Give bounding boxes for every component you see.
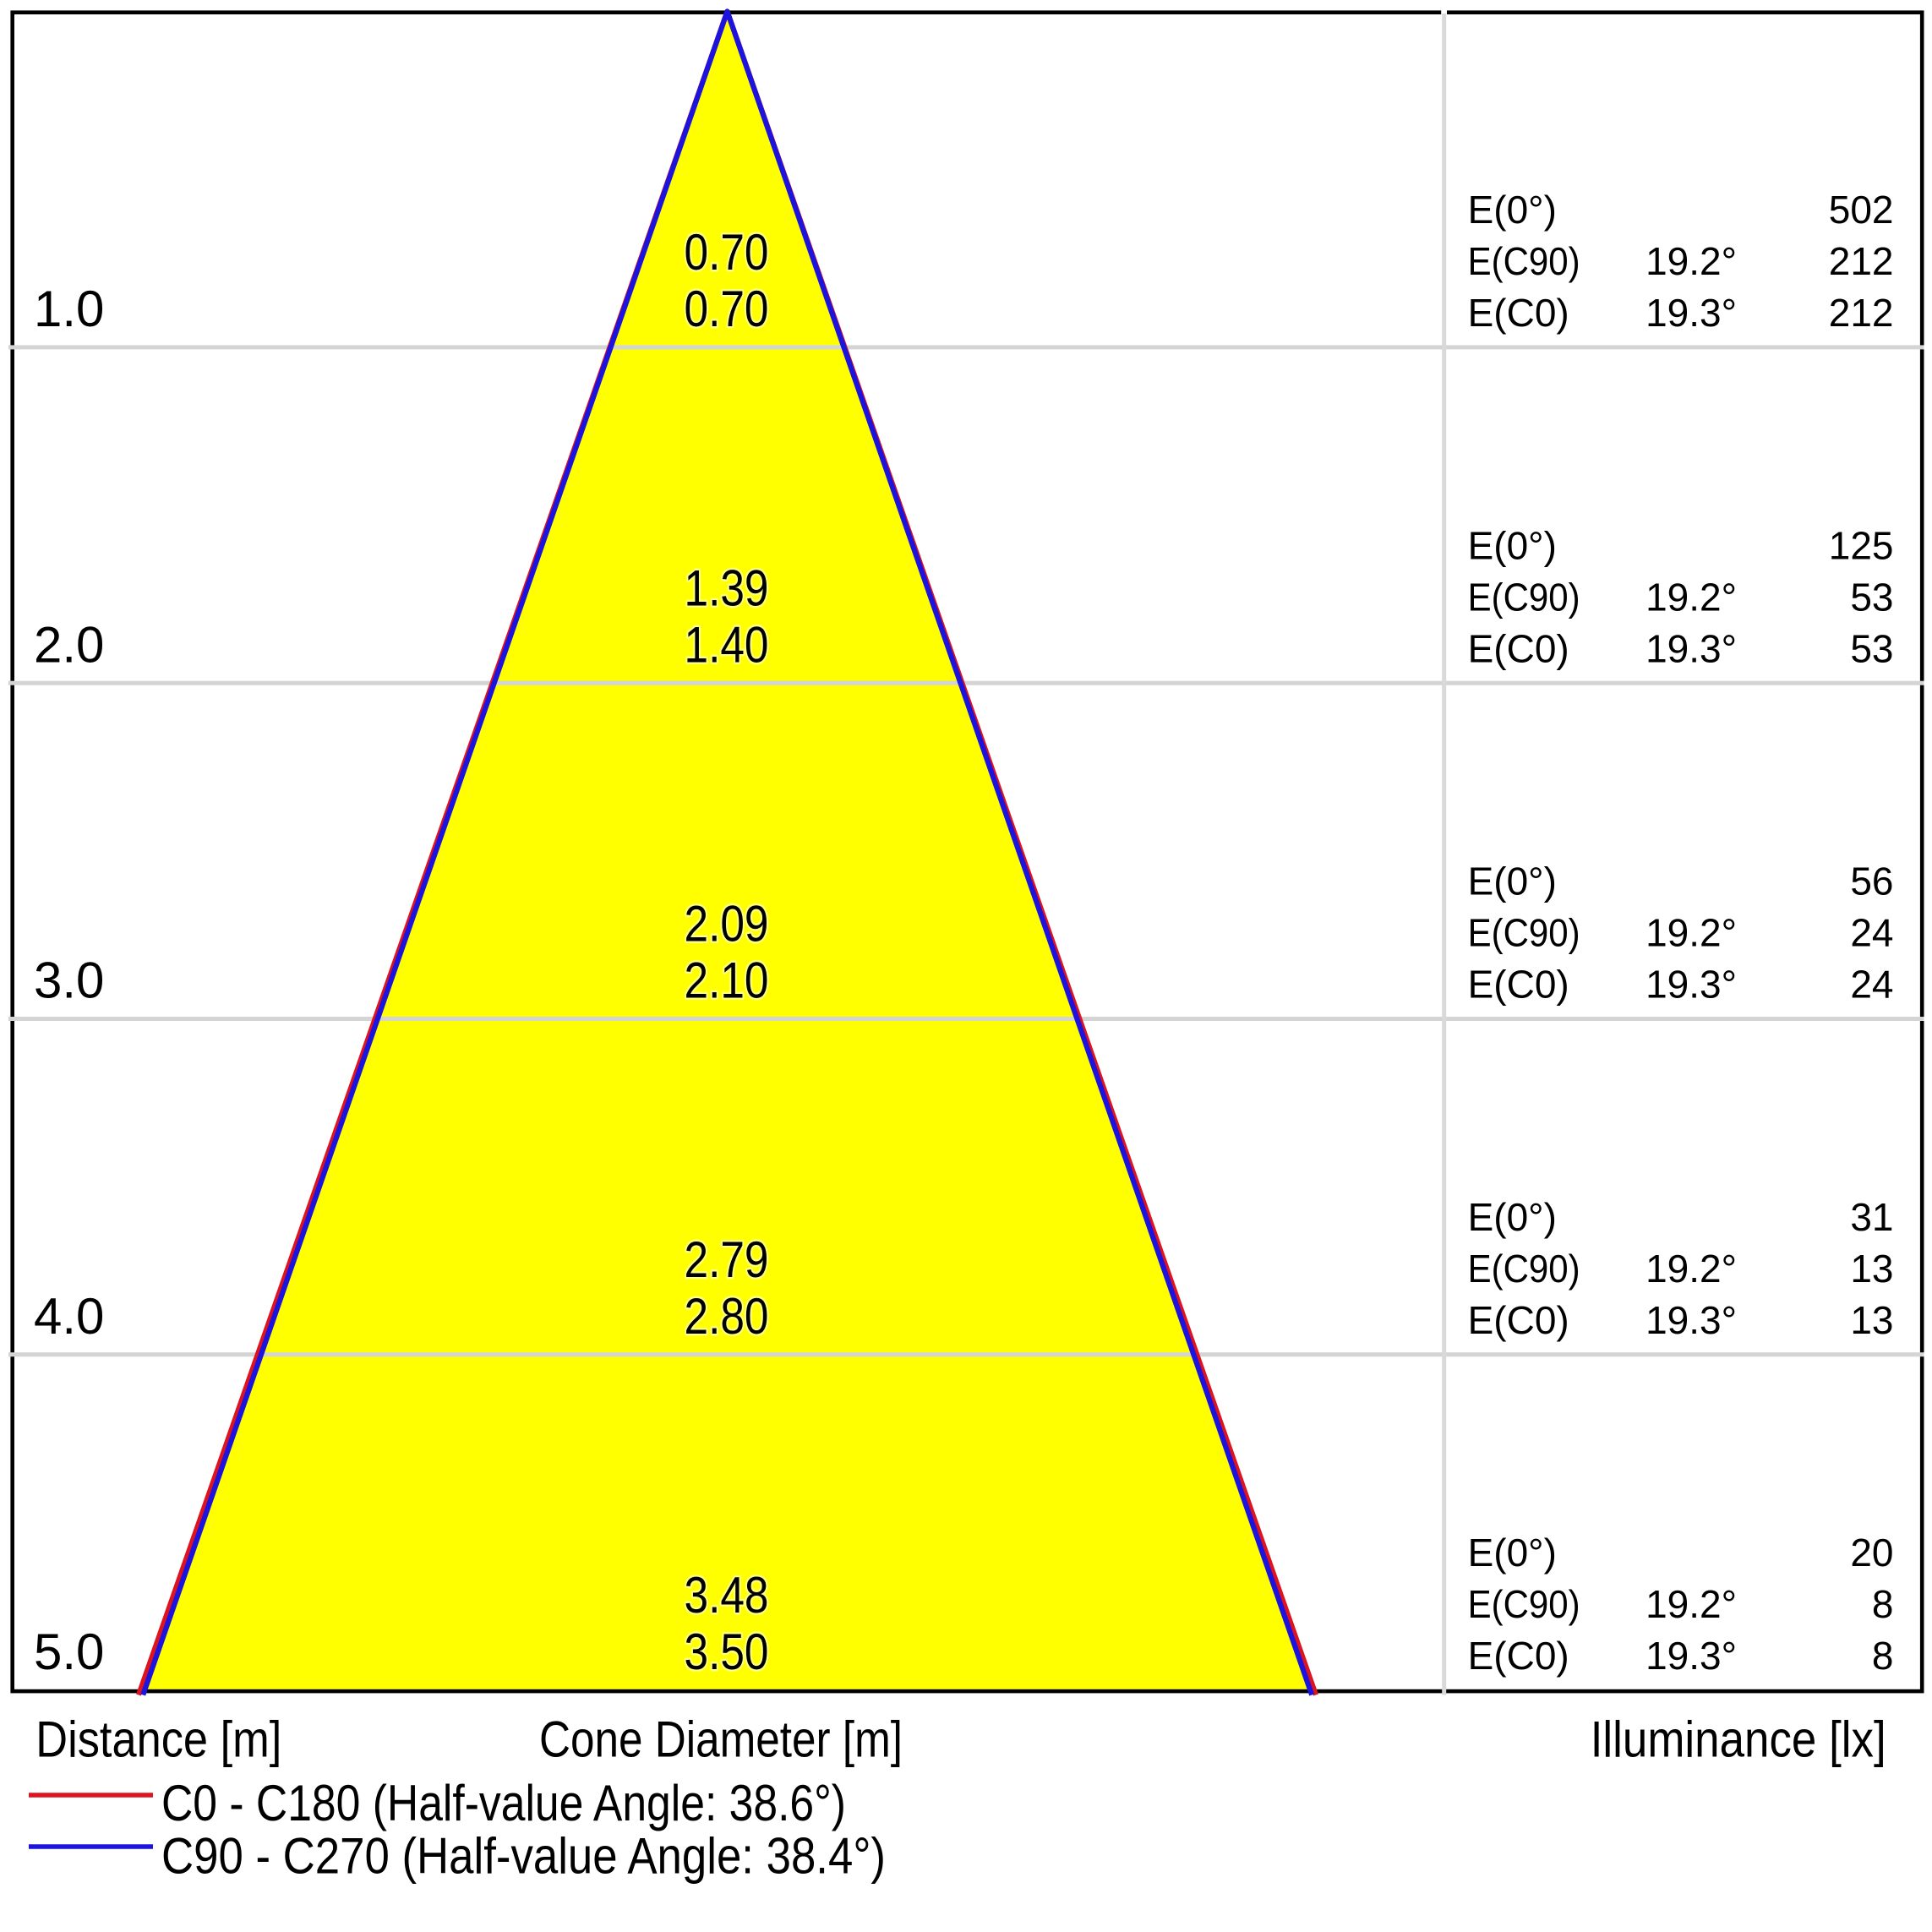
svg-text:1.0: 1.0 bbox=[34, 281, 104, 337]
svg-text:212: 212 bbox=[1829, 239, 1894, 283]
svg-text:5.0: 5.0 bbox=[34, 1624, 104, 1680]
svg-text:19.3°: 19.3° bbox=[1645, 963, 1737, 1007]
svg-text:E(0°): E(0°) bbox=[1468, 523, 1557, 567]
svg-text:212: 212 bbox=[1829, 291, 1894, 335]
svg-text:2.80: 2.80 bbox=[685, 1288, 769, 1345]
svg-text:19.2°: 19.2° bbox=[1645, 911, 1737, 955]
svg-text:E(C0): E(C0) bbox=[1468, 1298, 1569, 1342]
svg-text:1.40: 1.40 bbox=[685, 616, 769, 673]
svg-text:53: 53 bbox=[1850, 626, 1893, 670]
svg-text:3.50: 3.50 bbox=[685, 1624, 769, 1680]
svg-text:Cone Diameter [m]: Cone Diameter [m] bbox=[539, 1711, 903, 1768]
svg-text:C90 - C270 (Half-value Angle:: C90 - C270 (Half-value Angle: 38.4°) bbox=[161, 1828, 886, 1885]
svg-text:2.0: 2.0 bbox=[34, 616, 104, 673]
svg-text:24: 24 bbox=[1850, 911, 1893, 955]
svg-text:19.2°: 19.2° bbox=[1645, 1582, 1737, 1626]
svg-text:E(0°): E(0°) bbox=[1468, 1531, 1557, 1575]
svg-text:19.3°: 19.3° bbox=[1645, 1298, 1737, 1342]
svg-text:E(0°): E(0°) bbox=[1468, 1195, 1557, 1239]
svg-text:53: 53 bbox=[1850, 575, 1893, 619]
svg-text:Distance [m]: Distance [m] bbox=[35, 1711, 281, 1768]
svg-text:E(C90): E(C90) bbox=[1468, 911, 1580, 955]
svg-text:Illuminance [lx]: Illuminance [lx] bbox=[1591, 1711, 1886, 1768]
svg-text:56: 56 bbox=[1850, 860, 1893, 903]
svg-text:C0 - C180 (Half-value Angle: 3: C0 - C180 (Half-value Angle: 38.6°) bbox=[161, 1775, 846, 1831]
svg-text:3.0: 3.0 bbox=[34, 952, 104, 1009]
svg-text:13: 13 bbox=[1850, 1247, 1893, 1291]
svg-text:19.2°: 19.2° bbox=[1645, 1247, 1737, 1291]
svg-text:3.48: 3.48 bbox=[685, 1567, 769, 1624]
svg-text:24: 24 bbox=[1850, 963, 1893, 1007]
svg-text:E(C0): E(C0) bbox=[1468, 291, 1569, 335]
svg-text:4.0: 4.0 bbox=[34, 1288, 104, 1345]
svg-text:2.09: 2.09 bbox=[685, 896, 769, 952]
svg-text:19.2°: 19.2° bbox=[1645, 575, 1737, 619]
svg-text:8: 8 bbox=[1872, 1582, 1894, 1626]
svg-text:1.39: 1.39 bbox=[685, 559, 769, 616]
svg-text:20: 20 bbox=[1850, 1531, 1893, 1575]
svg-text:0.70: 0.70 bbox=[685, 281, 769, 337]
svg-text:19.2°: 19.2° bbox=[1645, 239, 1737, 283]
svg-text:2.10: 2.10 bbox=[685, 952, 769, 1009]
svg-text:E(C90): E(C90) bbox=[1468, 575, 1580, 619]
svg-text:E(C0): E(C0) bbox=[1468, 1634, 1569, 1678]
svg-text:E(C90): E(C90) bbox=[1468, 239, 1580, 283]
svg-text:19.3°: 19.3° bbox=[1645, 626, 1737, 670]
svg-text:19.3°: 19.3° bbox=[1645, 291, 1737, 335]
svg-text:0.70: 0.70 bbox=[685, 224, 769, 281]
svg-text:13: 13 bbox=[1850, 1298, 1893, 1342]
svg-text:8: 8 bbox=[1872, 1634, 1894, 1678]
svg-text:E(C0): E(C0) bbox=[1468, 963, 1569, 1007]
svg-text:E(C90): E(C90) bbox=[1468, 1582, 1580, 1626]
svg-text:E(0°): E(0°) bbox=[1468, 188, 1557, 232]
svg-text:E(0°): E(0°) bbox=[1468, 860, 1557, 903]
svg-text:19.3°: 19.3° bbox=[1645, 1634, 1737, 1678]
svg-text:31: 31 bbox=[1850, 1195, 1893, 1239]
svg-text:125: 125 bbox=[1829, 523, 1894, 567]
svg-text:E(C0): E(C0) bbox=[1468, 626, 1569, 670]
svg-text:E(C90): E(C90) bbox=[1468, 1247, 1580, 1291]
svg-text:2.79: 2.79 bbox=[685, 1231, 769, 1288]
svg-text:502: 502 bbox=[1829, 188, 1894, 232]
